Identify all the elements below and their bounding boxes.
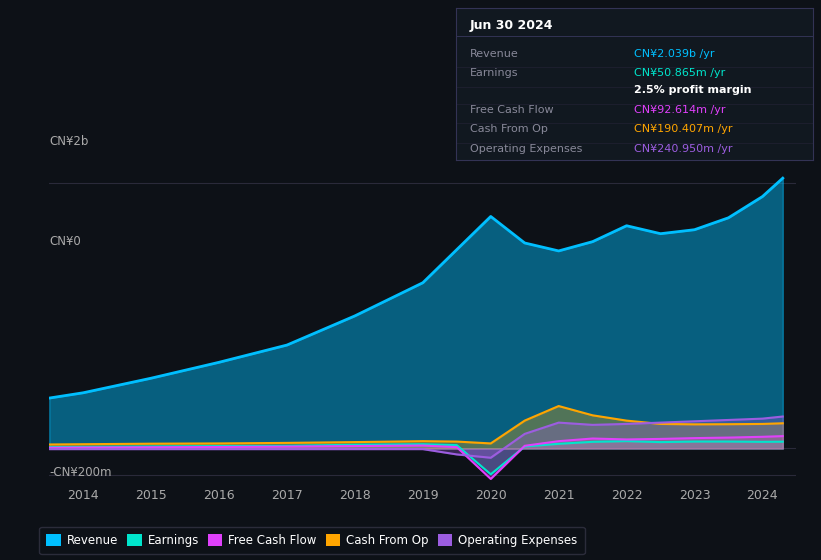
Text: CN¥240.950m /yr: CN¥240.950m /yr [635, 144, 732, 154]
Text: 2.5% profit margin: 2.5% profit margin [635, 85, 752, 95]
Text: -CN¥200m: -CN¥200m [49, 466, 112, 479]
Text: CN¥50.865m /yr: CN¥50.865m /yr [635, 68, 726, 78]
Text: CN¥2b: CN¥2b [49, 136, 89, 148]
Text: Operating Expenses: Operating Expenses [470, 144, 582, 154]
Legend: Revenue, Earnings, Free Cash Flow, Cash From Op, Operating Expenses: Revenue, Earnings, Free Cash Flow, Cash … [39, 527, 585, 554]
Text: Earnings: Earnings [470, 68, 518, 78]
Text: CN¥190.407m /yr: CN¥190.407m /yr [635, 124, 732, 134]
Text: Cash From Op: Cash From Op [470, 124, 548, 134]
Text: Revenue: Revenue [470, 49, 519, 59]
Text: CN¥2.039b /yr: CN¥2.039b /yr [635, 49, 715, 59]
Text: Free Cash Flow: Free Cash Flow [470, 105, 553, 115]
Text: CN¥92.614m /yr: CN¥92.614m /yr [635, 105, 726, 115]
Text: CN¥0: CN¥0 [49, 235, 81, 248]
Text: Jun 30 2024: Jun 30 2024 [470, 19, 553, 32]
